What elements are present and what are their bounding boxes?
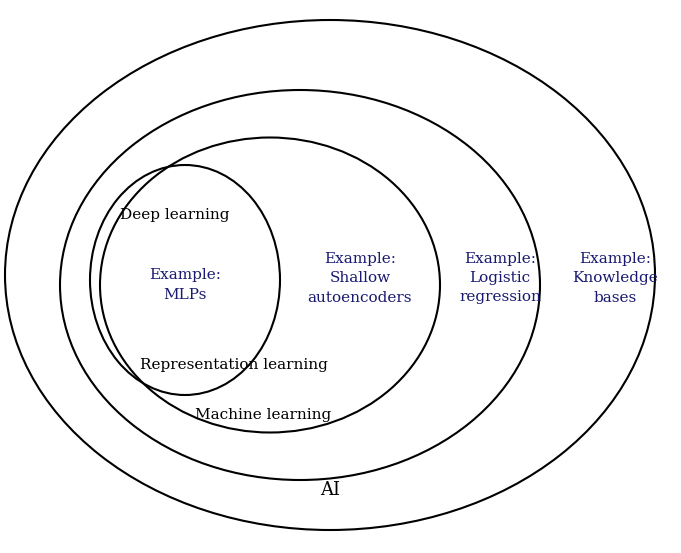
Text: Example:
Knowledge
bases: Example: Knowledge bases — [572, 252, 658, 305]
Text: Example:
Logistic
regression: Example: Logistic regression — [459, 252, 541, 305]
Text: Machine learning: Machine learning — [195, 408, 331, 422]
Text: Deep learning: Deep learning — [120, 208, 229, 222]
Text: Representation learning: Representation learning — [140, 358, 328, 372]
Text: Example:
Shallow
autoencoders: Example: Shallow autoencoders — [308, 252, 412, 305]
Text: Example:
MLPs: Example: MLPs — [149, 268, 221, 302]
Text: AI: AI — [320, 481, 340, 499]
